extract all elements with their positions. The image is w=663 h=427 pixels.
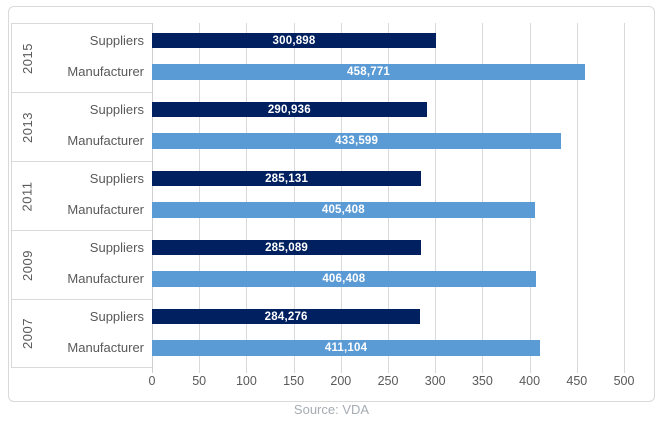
series-label: Suppliers: [89, 102, 144, 117]
year-group: 2009 Suppliers Manufacturer: [12, 230, 153, 299]
bar-group: 284,276 411,104: [152, 299, 624, 368]
series-label: Manufacturer: [67, 202, 144, 217]
year-label-cell: 2009: [12, 231, 42, 299]
year-label: 2011: [19, 181, 35, 211]
x-axis-tick-labels: 0 50 100 150 200 250 300 350 400 450 500: [148, 373, 635, 389]
series-labels: Suppliers Manufacturer: [42, 24, 153, 92]
series-label: Manufacturer: [67, 340, 144, 355]
series-labels: Suppliers Manufacturer: [42, 93, 153, 161]
bar-value-label: 411,104: [324, 342, 368, 354]
series-labels: Suppliers Manufacturer: [42, 162, 153, 230]
bar-series: 300,898 458,771 290,936 433,599 285,131 405,4…: [152, 23, 624, 368]
bar-value-label: 284,276: [264, 310, 308, 323]
x-tick-label: 350: [471, 374, 493, 388]
series-label: Suppliers: [89, 33, 144, 48]
suppliers-bar: 290,936: [152, 102, 427, 117]
year-label: 2009: [19, 249, 35, 281]
bar-value-label: 433,599: [335, 135, 379, 147]
gridline: [529, 23, 531, 373]
x-tick-label: 100: [235, 374, 257, 388]
series-label: Suppliers: [89, 309, 144, 324]
series-label: Manufacturer: [67, 64, 144, 79]
gridline: [388, 23, 389, 373]
suppliers-bar: 285,089: [152, 240, 422, 255]
gridline: [576, 23, 578, 373]
bar-group: 285,089 406,408: [152, 230, 624, 299]
gridline: [435, 23, 437, 373]
x-tick-label: 400: [519, 374, 541, 388]
plot-area: 300,898 458,771 290,936 433,599 285,131 405,4…: [152, 23, 625, 373]
bar-value-label: 406,408: [322, 273, 366, 285]
year-group: 2013 Suppliers Manufacturer: [12, 92, 153, 161]
x-tick-label: 250: [377, 374, 399, 388]
year-label-cell: 2011: [12, 162, 42, 230]
series-labels: Suppliers Manufacturer: [42, 300, 153, 367]
gridline: [293, 23, 295, 373]
bar-group: 300,898 458,771: [152, 23, 624, 92]
year-label: 2015: [19, 42, 35, 74]
bar-value-label: 290,936: [267, 103, 311, 116]
gridline: [624, 23, 625, 373]
series-label: Suppliers: [89, 240, 144, 255]
x-tick-label: 150: [283, 374, 305, 388]
x-tick-label: 0: [148, 374, 156, 388]
year-label: 2013: [19, 111, 35, 143]
gridline: [199, 23, 201, 373]
category-axis: 2015 Suppliers Manufacturer 2013 Suppliers Ma…: [11, 23, 153, 368]
year-label: 2007: [19, 318, 35, 349]
bar-value-label: 458,771: [347, 66, 391, 78]
manufacturer-bar: 406,408: [152, 271, 536, 287]
value-axis-line: [152, 23, 153, 373]
series-label: Manufacturer: [67, 271, 144, 286]
x-tick-label: 500: [613, 374, 635, 388]
manufacturer-bar: 405,408: [152, 202, 535, 218]
year-group: 2011 Suppliers Manufacturer: [12, 161, 153, 230]
year-label-cell: 2007: [12, 300, 42, 367]
x-tick-label: 50: [192, 374, 207, 388]
series-labels: Suppliers Manufacturer: [42, 231, 153, 299]
bar-value-label: 300,898: [272, 34, 316, 47]
gridline: [246, 23, 248, 373]
suppliers-bar: 300,898: [152, 33, 437, 48]
bar-value-label: 405,408: [321, 204, 365, 216]
series-label: Manufacturer: [67, 133, 144, 148]
gridline: [340, 23, 342, 373]
source-caption: Source: VDA: [293, 402, 370, 417]
year-label-cell: 2013: [12, 93, 42, 161]
year-label-cell: 2015: [12, 24, 42, 92]
suppliers-bar: 285,131: [152, 171, 422, 186]
manufacturer-bar: 433,599: [152, 133, 562, 149]
suppliers-bar: 284,276: [152, 309, 421, 324]
year-group: 2007 Suppliers Manufacturer: [12, 299, 153, 368]
bar-group: 285,131 405,408: [152, 161, 624, 230]
manufacturer-bar: 411,104: [152, 340, 541, 356]
chart-frame: 2015 Suppliers Manufacturer 2013 Suppliers Ma…: [8, 6, 655, 402]
x-tick-label: 300: [424, 374, 446, 388]
bar-group: 290,936 433,599: [152, 92, 624, 161]
x-tick-label: 450: [566, 374, 588, 388]
series-label: Suppliers: [89, 171, 144, 186]
bar-value-label: 285,131: [265, 172, 309, 185]
bar-value-label: 285,089: [265, 241, 309, 254]
gridline: [482, 23, 484, 373]
manufacturer-bar: 458,771: [152, 64, 586, 80]
x-tick-label: 200: [330, 374, 352, 388]
year-group: 2015 Suppliers Manufacturer: [12, 23, 153, 92]
